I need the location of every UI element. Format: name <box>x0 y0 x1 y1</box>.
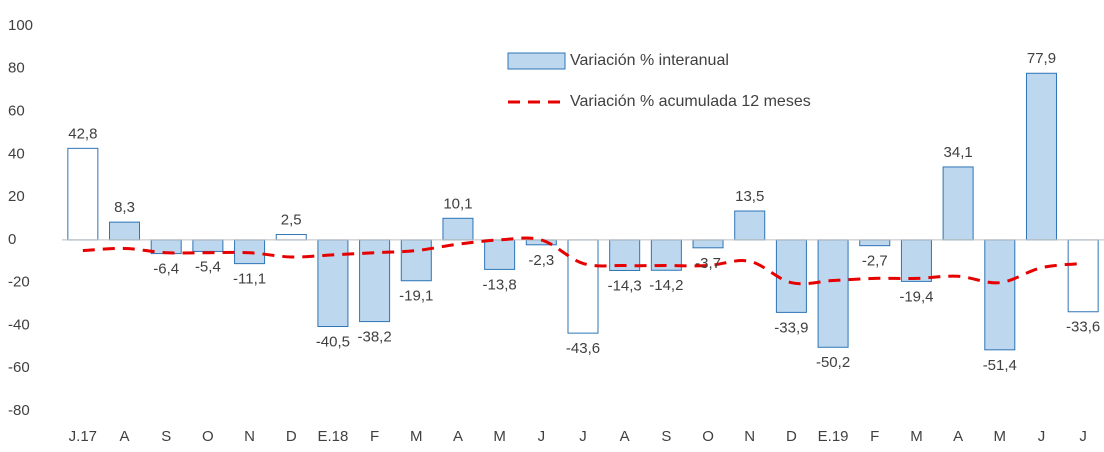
bar <box>1067 239 1099 313</box>
x-tick-label: M <box>910 428 923 445</box>
y-tick-label: 0 <box>8 231 16 248</box>
value-label: 13,5 <box>735 188 764 205</box>
value-label: -13,8 <box>483 276 517 293</box>
bar <box>1025 72 1057 241</box>
x-tick-label: A <box>953 428 963 445</box>
value-label: -50,2 <box>816 354 850 371</box>
x-tick-label: J <box>579 428 587 445</box>
value-label: -5,4 <box>195 258 221 275</box>
bar <box>859 239 891 247</box>
value-label: -2,7 <box>862 253 888 270</box>
y-tick-label: -40 <box>8 316 30 333</box>
x-tick-label: F <box>870 428 879 445</box>
value-label: -40,5 <box>316 333 350 350</box>
value-label: -38,2 <box>357 329 391 346</box>
x-tick-label: D <box>286 428 297 445</box>
bar <box>775 239 807 313</box>
bar <box>984 239 1016 351</box>
x-tick-label: M <box>410 428 423 445</box>
x-tick-label: M <box>493 428 506 445</box>
value-label: -14,2 <box>649 277 683 294</box>
x-tick-label: F <box>370 428 379 445</box>
legend-label: Variación % interanual <box>570 52 729 69</box>
x-tick-label: O <box>202 428 214 445</box>
x-tick-label: J <box>1038 428 1046 445</box>
value-label: -43,6 <box>566 340 600 357</box>
bar <box>900 239 932 282</box>
value-label: -3,7 <box>695 255 721 272</box>
bar <box>192 239 224 252</box>
bar <box>817 239 849 348</box>
bar <box>942 166 974 241</box>
y-tick-label: -80 <box>8 402 30 419</box>
bar <box>692 239 724 249</box>
line <box>82 236 1084 286</box>
value-label: 10,1 <box>443 195 472 212</box>
legend-label: Variación % acumulada 12 meses <box>570 93 811 110</box>
x-tick-label: J <box>1079 428 1087 445</box>
x-tick-label: O <box>702 428 714 445</box>
value-label: -6,4 <box>153 261 179 278</box>
x-tick-label: S <box>661 428 671 445</box>
value-label: -2,3 <box>528 252 554 269</box>
value-label: -11,1 <box>233 271 266 288</box>
y-tick-label: -20 <box>8 274 30 291</box>
bar <box>275 234 307 241</box>
x-tick-label: A <box>120 428 130 445</box>
x-tick-label: J.17 <box>69 428 97 445</box>
y-tick-label: 60 <box>8 103 25 120</box>
x-tick-label: A <box>620 428 630 445</box>
value-label: -19,4 <box>899 288 933 305</box>
value-label: -51,4 <box>983 357 1017 374</box>
y-tick-label: 80 <box>8 60 25 77</box>
bar <box>400 239 432 282</box>
value-label: 42,8 <box>68 125 97 142</box>
legend-swatch <box>507 52 566 70</box>
value-label: -33,6 <box>1066 319 1100 336</box>
x-tick-label: A <box>453 428 463 445</box>
bar <box>484 239 516 270</box>
bar <box>567 239 599 334</box>
y-tick-label: -60 <box>8 359 30 376</box>
x-tick-label: J <box>538 428 546 445</box>
value-label: 34,1 <box>944 144 973 161</box>
x-tick-label: S <box>161 428 171 445</box>
bar <box>67 147 99 241</box>
value-label: 8,3 <box>114 199 135 216</box>
y-tick-label: 20 <box>8 188 25 205</box>
value-label: 77,9 <box>1027 50 1056 67</box>
value-label: 2,5 <box>281 212 302 229</box>
bar <box>442 217 474 241</box>
x-tick-label: E.18 <box>317 428 348 445</box>
bar <box>109 221 141 241</box>
value-label: -14,3 <box>608 277 642 294</box>
value-label: -19,1 <box>399 288 433 305</box>
y-tick-label: 40 <box>8 145 25 162</box>
value-label: -33,9 <box>774 319 808 336</box>
x-tick-label: N <box>744 428 755 445</box>
bar <box>734 210 766 241</box>
x-tick-label: D <box>786 428 797 445</box>
x-tick-label: E.19 <box>818 428 849 445</box>
x-tick-label: M <box>994 428 1007 445</box>
x-tick-label: N <box>244 428 255 445</box>
y-tick-label: 100 <box>8 17 33 34</box>
